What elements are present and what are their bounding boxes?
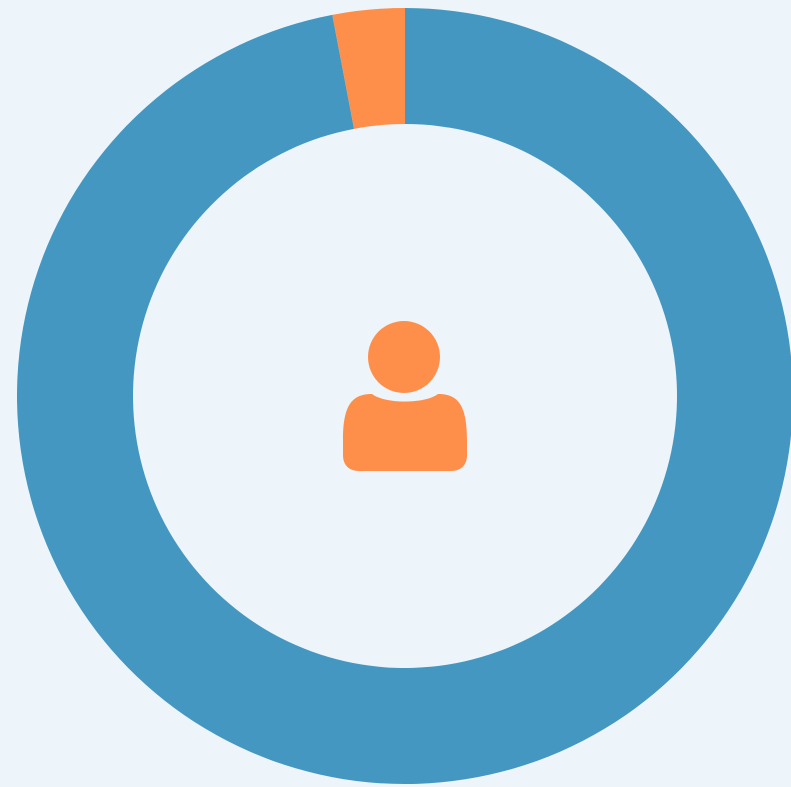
user-icon — [343, 321, 467, 471]
slice — [332, 8, 405, 129]
icon-head — [368, 321, 440, 393]
slice — [17, 8, 791, 784]
icon-body — [343, 394, 467, 471]
slices — [17, 8, 791, 784]
